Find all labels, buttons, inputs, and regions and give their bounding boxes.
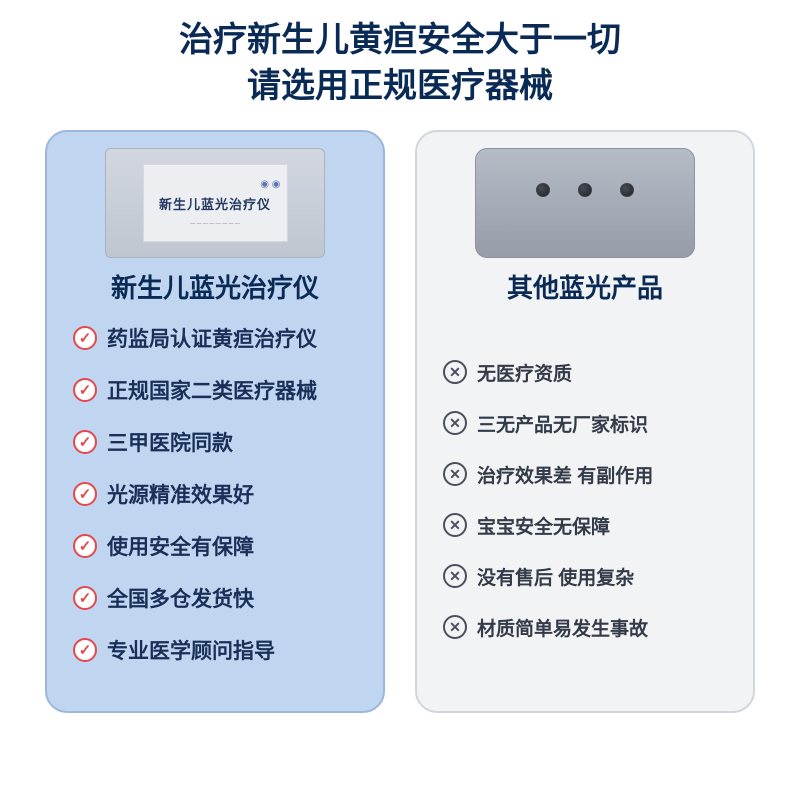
cross-icon: ✕ [443, 462, 467, 486]
drawback-text: 宝宝安全无保障 [477, 512, 610, 539]
dot-icon [620, 183, 634, 197]
other-product-drawbacks: ✕ 无医疗资质 ✕ 三无产品无厂家标识 ✕ 治疗效果差 有副作用 ✕ 宝宝安全无保障 ✕… [437, 359, 733, 665]
drawback-item: ✕ 无医疗资质 [443, 359, 727, 386]
drawback-text: 治疗效果差 有副作用 [477, 461, 653, 488]
drawback-item: ✕ 没有售后 使用复杂 [443, 563, 727, 590]
drawback-text: 三无产品无厂家标识 [477, 410, 648, 437]
check-icon: ✓ [73, 638, 97, 662]
check-icon: ✓ [73, 430, 97, 454]
check-icon: ✓ [73, 326, 97, 350]
headline: 治疗新生儿黄疸安全大于一切 请选用正规医疗器械 [0, 18, 800, 110]
cross-icon: ✕ [443, 615, 467, 639]
feature-text: 专业医学顾问指导 [107, 635, 275, 665]
feature-text: 使用安全有保障 [107, 531, 254, 561]
check-icon: ✓ [73, 586, 97, 610]
feature-text: 三甲医院同款 [107, 427, 233, 457]
check-icon: ✓ [73, 378, 97, 402]
other-product-column: 其他蓝光产品 ✕ 无医疗资质 ✕ 三无产品无厂家标识 ✕ 治疗效果差 有副作用 ✕ 宝宝… [415, 130, 755, 713]
product-mini-title: 新生儿蓝光治疗仪 [159, 194, 271, 213]
product-mini-icons: ◉ ◉ [260, 179, 280, 190]
dot-icon [578, 183, 592, 197]
drawback-text: 材质简单易发生事故 [477, 614, 648, 641]
other-product-dots [536, 183, 634, 197]
feature-item: ✓ 光源精准效果好 [73, 479, 357, 509]
check-icon: ✓ [73, 482, 97, 506]
feature-text: 光源精准效果好 [107, 479, 254, 509]
drawback-item: ✕ 三无产品无厂家标识 [443, 410, 727, 437]
headline-line2: 请选用正规医疗器械 [247, 67, 553, 105]
other-product-image [475, 148, 695, 258]
cross-icon: ✕ [443, 360, 467, 384]
drawback-text: 没有售后 使用复杂 [477, 563, 634, 590]
drawback-item: ✕ 治疗效果差 有副作用 [443, 461, 727, 488]
headline-line1: 治疗新生儿黄疸安全大于一切 [179, 21, 621, 59]
feature-text: 正规国家二类医疗器械 [107, 375, 317, 405]
drawback-item: ✕ 材质简单易发生事故 [443, 614, 727, 641]
header: 治疗新生儿黄疸安全大于一切 请选用正规医疗器械 [0, 0, 800, 120]
feature-item: ✓ 全国多仓发货快 [73, 583, 357, 613]
drawback-text: 无医疗资质 [477, 359, 572, 386]
cross-icon: ✕ [443, 513, 467, 537]
feature-item: ✓ 正规国家二类医疗器械 [73, 375, 357, 405]
our-product-image: ◉ ◉ 新生儿蓝光治疗仪 — — — — — — — — [105, 148, 325, 258]
cross-icon: ✕ [443, 411, 467, 435]
feature-item: ✓ 专业医学顾问指导 [73, 635, 357, 665]
other-product-title: 其他蓝光产品 [507, 268, 663, 305]
check-icon: ✓ [73, 534, 97, 558]
our-product-title: 新生儿蓝光治疗仪 [111, 268, 319, 305]
comparison-columns: ◉ ◉ 新生儿蓝光治疗仪 — — — — — — — — 新生儿蓝光治疗仪 ✓ 药… [0, 120, 800, 713]
feature-item: ✓ 使用安全有保障 [73, 531, 357, 561]
feature-item: ✓ 药监局认证黄疸治疗仪 [73, 323, 357, 353]
product-label-box: ◉ ◉ 新生儿蓝光治疗仪 — — — — — — — — [143, 164, 288, 242]
our-product-features: ✓ 药监局认证黄疸治疗仪 ✓ 正规国家二类医疗器械 ✓ 三甲医院同款 ✓ 光源精准效果好… [67, 323, 363, 687]
feature-text: 药监局认证黄疸治疗仪 [107, 323, 317, 353]
feature-item: ✓ 三甲医院同款 [73, 427, 357, 457]
drawback-item: ✕ 宝宝安全无保障 [443, 512, 727, 539]
our-product-column: ◉ ◉ 新生儿蓝光治疗仪 — — — — — — — — 新生儿蓝光治疗仪 ✓ 药… [45, 130, 385, 713]
cross-icon: ✕ [443, 564, 467, 588]
product-mini-subtext: — — — — — — — — [190, 221, 240, 227]
feature-text: 全国多仓发货快 [107, 583, 254, 613]
dot-icon [536, 183, 550, 197]
